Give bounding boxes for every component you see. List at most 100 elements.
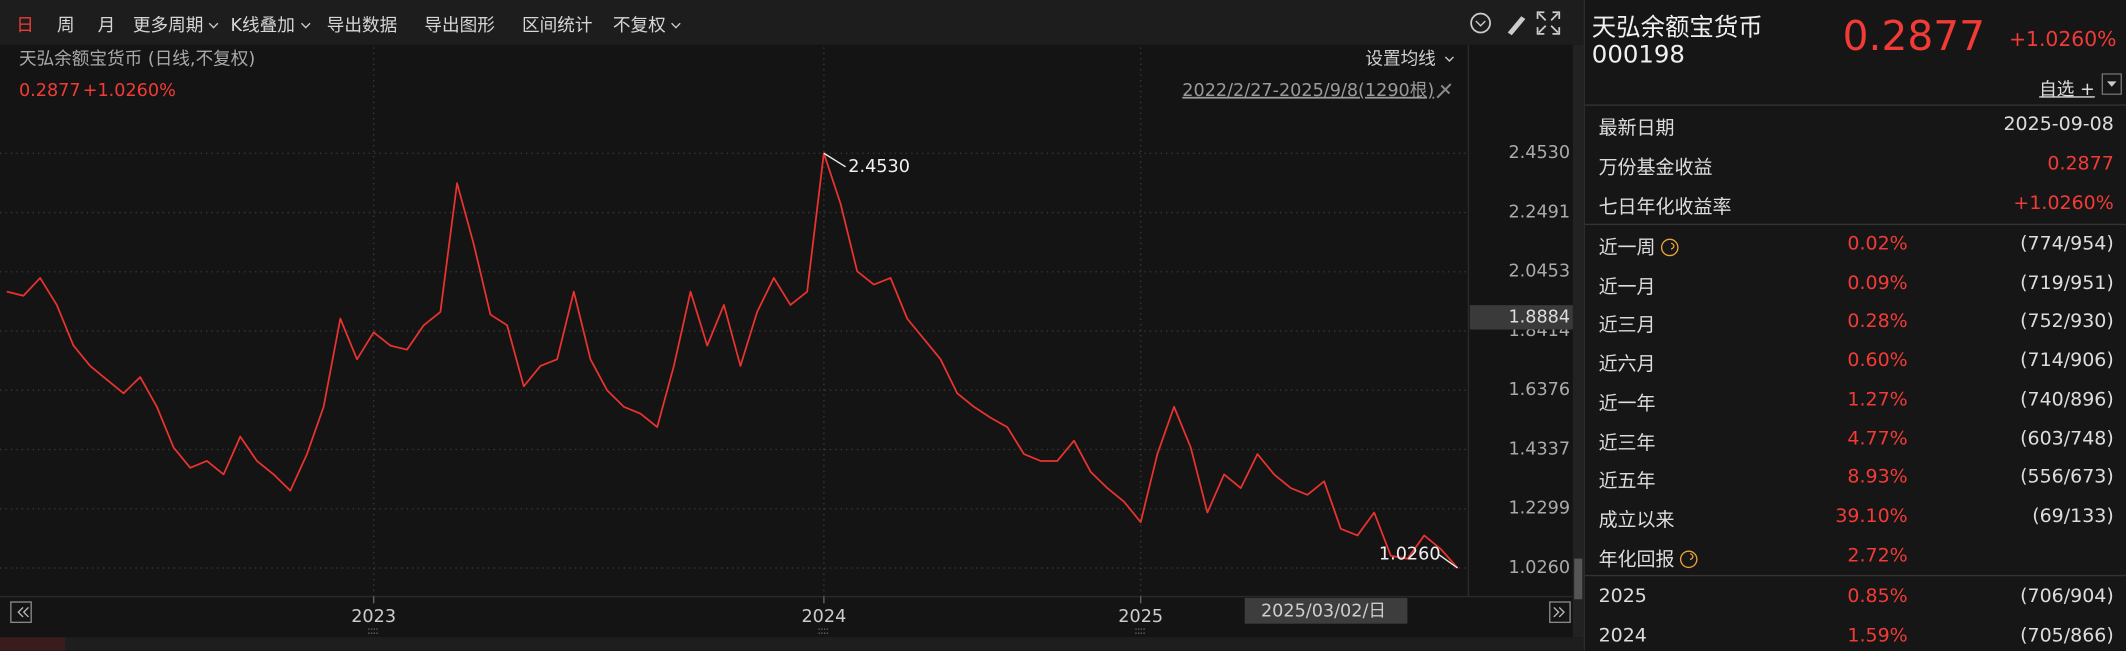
ma-setting[interactable]: 设置均线 bbox=[1365, 50, 1435, 70]
watch-button[interactable]: 自选 + bbox=[2039, 79, 2095, 101]
y-tick-label: 1.6376 bbox=[1508, 380, 1570, 400]
period-rank: (719/951) bbox=[2020, 272, 2114, 294]
scroll-right-icon bbox=[1553, 606, 1565, 618]
scroll-left-icon bbox=[17, 606, 29, 618]
info-label: 万份基金收益 bbox=[1598, 157, 1713, 179]
collapse-icon[interactable] bbox=[1470, 12, 1491, 34]
value-label: 2.4530 bbox=[848, 157, 910, 177]
scrollbar bbox=[1572, 44, 1584, 638]
period-return: 0.09% bbox=[1847, 272, 1908, 294]
period-name: 近六月 bbox=[1598, 354, 1656, 376]
watch-dropdown[interactable] bbox=[2101, 73, 2122, 95]
year-return: 1.59% bbox=[1847, 624, 1908, 647]
year-label: 2025 bbox=[1598, 585, 1647, 608]
toolbar-item[interactable]: K线叠加 bbox=[230, 11, 308, 36]
fund-change: +1.0260% bbox=[2008, 27, 2117, 52]
chart-price: 0.2877 bbox=[19, 81, 81, 101]
toolbar-item[interactable]: 不复权 bbox=[613, 11, 679, 36]
price-line bbox=[6, 152, 1459, 569]
separator bbox=[1585, 574, 2126, 577]
x-tick-grip bbox=[818, 628, 830, 634]
scroll-right[interactable] bbox=[1549, 601, 1571, 624]
x-tick-grip bbox=[1135, 628, 1147, 634]
toolbar-item[interactable]: 月 bbox=[97, 16, 116, 37]
value-label-arrow bbox=[823, 152, 846, 168]
period-return: 1.27% bbox=[1847, 388, 1908, 411]
separator bbox=[1585, 104, 2126, 106]
year-rank: (706/904) bbox=[2020, 585, 2114, 608]
chart: 天弘余额宝货币 (日线,不复权) 0.2877 +1.0260% 设置均线 20… bbox=[0, 0, 1584, 651]
fund-price: 0.2877 bbox=[1842, 13, 1985, 62]
period-label: 近一月 bbox=[1599, 272, 1656, 299]
period-rank: (556/673) bbox=[2020, 466, 2114, 489]
year-return: 0.85% bbox=[1847, 585, 1908, 608]
fund-code: 000198 bbox=[1591, 40, 1685, 70]
period-return: 8.93% bbox=[1847, 466, 1908, 489]
x-tick-label: 2023 bbox=[351, 607, 396, 627]
toolbar-item[interactable]: 更多周期 bbox=[133, 11, 217, 36]
toolbar-item[interactable]: 周 bbox=[56, 16, 75, 37]
chart-fund-name: 天弘余额宝货币 (日线,不复权) bbox=[19, 50, 255, 70]
toolbar-item[interactable]: 区间统计 bbox=[522, 16, 593, 37]
fund-name: 天弘余额宝货币 bbox=[1591, 13, 1763, 43]
bottom-tab-bar bbox=[0, 637, 1584, 651]
scroll-left[interactable] bbox=[10, 601, 32, 624]
ma-setting-chevron bbox=[1444, 56, 1454, 62]
period-name: 年化回报 bbox=[1598, 548, 1675, 571]
info-value: +1.0260% bbox=[2013, 192, 2114, 215]
chart-change: +1.0260% bbox=[83, 81, 176, 101]
y-tick-label: 1.0260 bbox=[1508, 558, 1570, 578]
draw-icon[interactable] bbox=[1507, 16, 1526, 36]
help-icon[interactable] bbox=[1660, 238, 1679, 257]
y-tick-label: 1.4337 bbox=[1508, 440, 1570, 460]
period-label: 近五年 bbox=[1599, 467, 1656, 494]
date-range[interactable]: 2022/2/27-2025/9/8(1290根) bbox=[1182, 81, 1434, 101]
info-value: 0.2877 bbox=[2047, 153, 2114, 175]
period-label: 成立以来 bbox=[1599, 506, 1675, 533]
period-rank: (774/954) bbox=[2020, 233, 2114, 255]
year-rank: (705/866) bbox=[2020, 624, 2114, 647]
period-name: 近一年 bbox=[1598, 392, 1656, 415]
x-tick-label: 2025 bbox=[1118, 607, 1163, 627]
fullscreen-icon[interactable] bbox=[1536, 11, 1561, 35]
y-tick-label: 2.4530 bbox=[1508, 143, 1570, 163]
period-rank: (69/133) bbox=[2032, 505, 2114, 528]
price-marker-label: 1.8884 bbox=[1508, 307, 1570, 327]
period-name: 近一周 bbox=[1598, 237, 1656, 259]
value-label-arrow bbox=[1438, 553, 1458, 569]
chart-background bbox=[0, 0, 1584, 651]
info-label: 最新日期 bbox=[1598, 117, 1675, 140]
value-label: 1.0260 bbox=[1379, 544, 1441, 564]
period-label: 近一年 bbox=[1599, 389, 1656, 416]
help-icon[interactable] bbox=[1679, 549, 1698, 568]
toolbar-item[interactable]: 导出图形 bbox=[424, 16, 495, 37]
y-tick-label: 2.2491 bbox=[1508, 203, 1570, 223]
period-name: 近三年 bbox=[1598, 431, 1656, 454]
crosshair-label-box bbox=[1244, 597, 1408, 624]
period-return: 39.10% bbox=[1835, 505, 1908, 528]
period-label: 近三年 bbox=[1599, 428, 1656, 455]
bottom-tab-active[interactable] bbox=[0, 637, 66, 651]
period-return: 0.60% bbox=[1847, 349, 1908, 372]
toolbar-item[interactable]: 导出数据 bbox=[326, 16, 398, 37]
scrollbar-thumb[interactable] bbox=[1574, 558, 1583, 600]
info-value: 2025-09-08 bbox=[2003, 113, 2114, 136]
separator bbox=[1585, 223, 2126, 226]
period-name: 近三月 bbox=[1598, 315, 1656, 337]
y-tick-label: 1.2299 bbox=[1508, 499, 1570, 519]
crosshair-label: 2025/03/02/日 bbox=[1261, 601, 1386, 621]
dropdown-arrow bbox=[2107, 81, 2117, 87]
x-tick-label: 2024 bbox=[801, 607, 846, 627]
period-return: 0.02% bbox=[1847, 233, 1908, 255]
period-name: 近五年 bbox=[1598, 470, 1656, 493]
dropdown-box bbox=[2101, 73, 2122, 95]
info-label: 七日年化收益率 bbox=[1598, 196, 1732, 219]
period-label: 近六月 bbox=[1599, 350, 1656, 377]
toolbar-item[interactable]: 日 bbox=[16, 16, 34, 37]
pin-icon[interactable] bbox=[1436, 83, 1452, 99]
period-name: 近一月 bbox=[1598, 276, 1656, 298]
y-tick-label: 2.0453 bbox=[1508, 262, 1570, 282]
period-name: 成立以来 bbox=[1598, 509, 1675, 532]
